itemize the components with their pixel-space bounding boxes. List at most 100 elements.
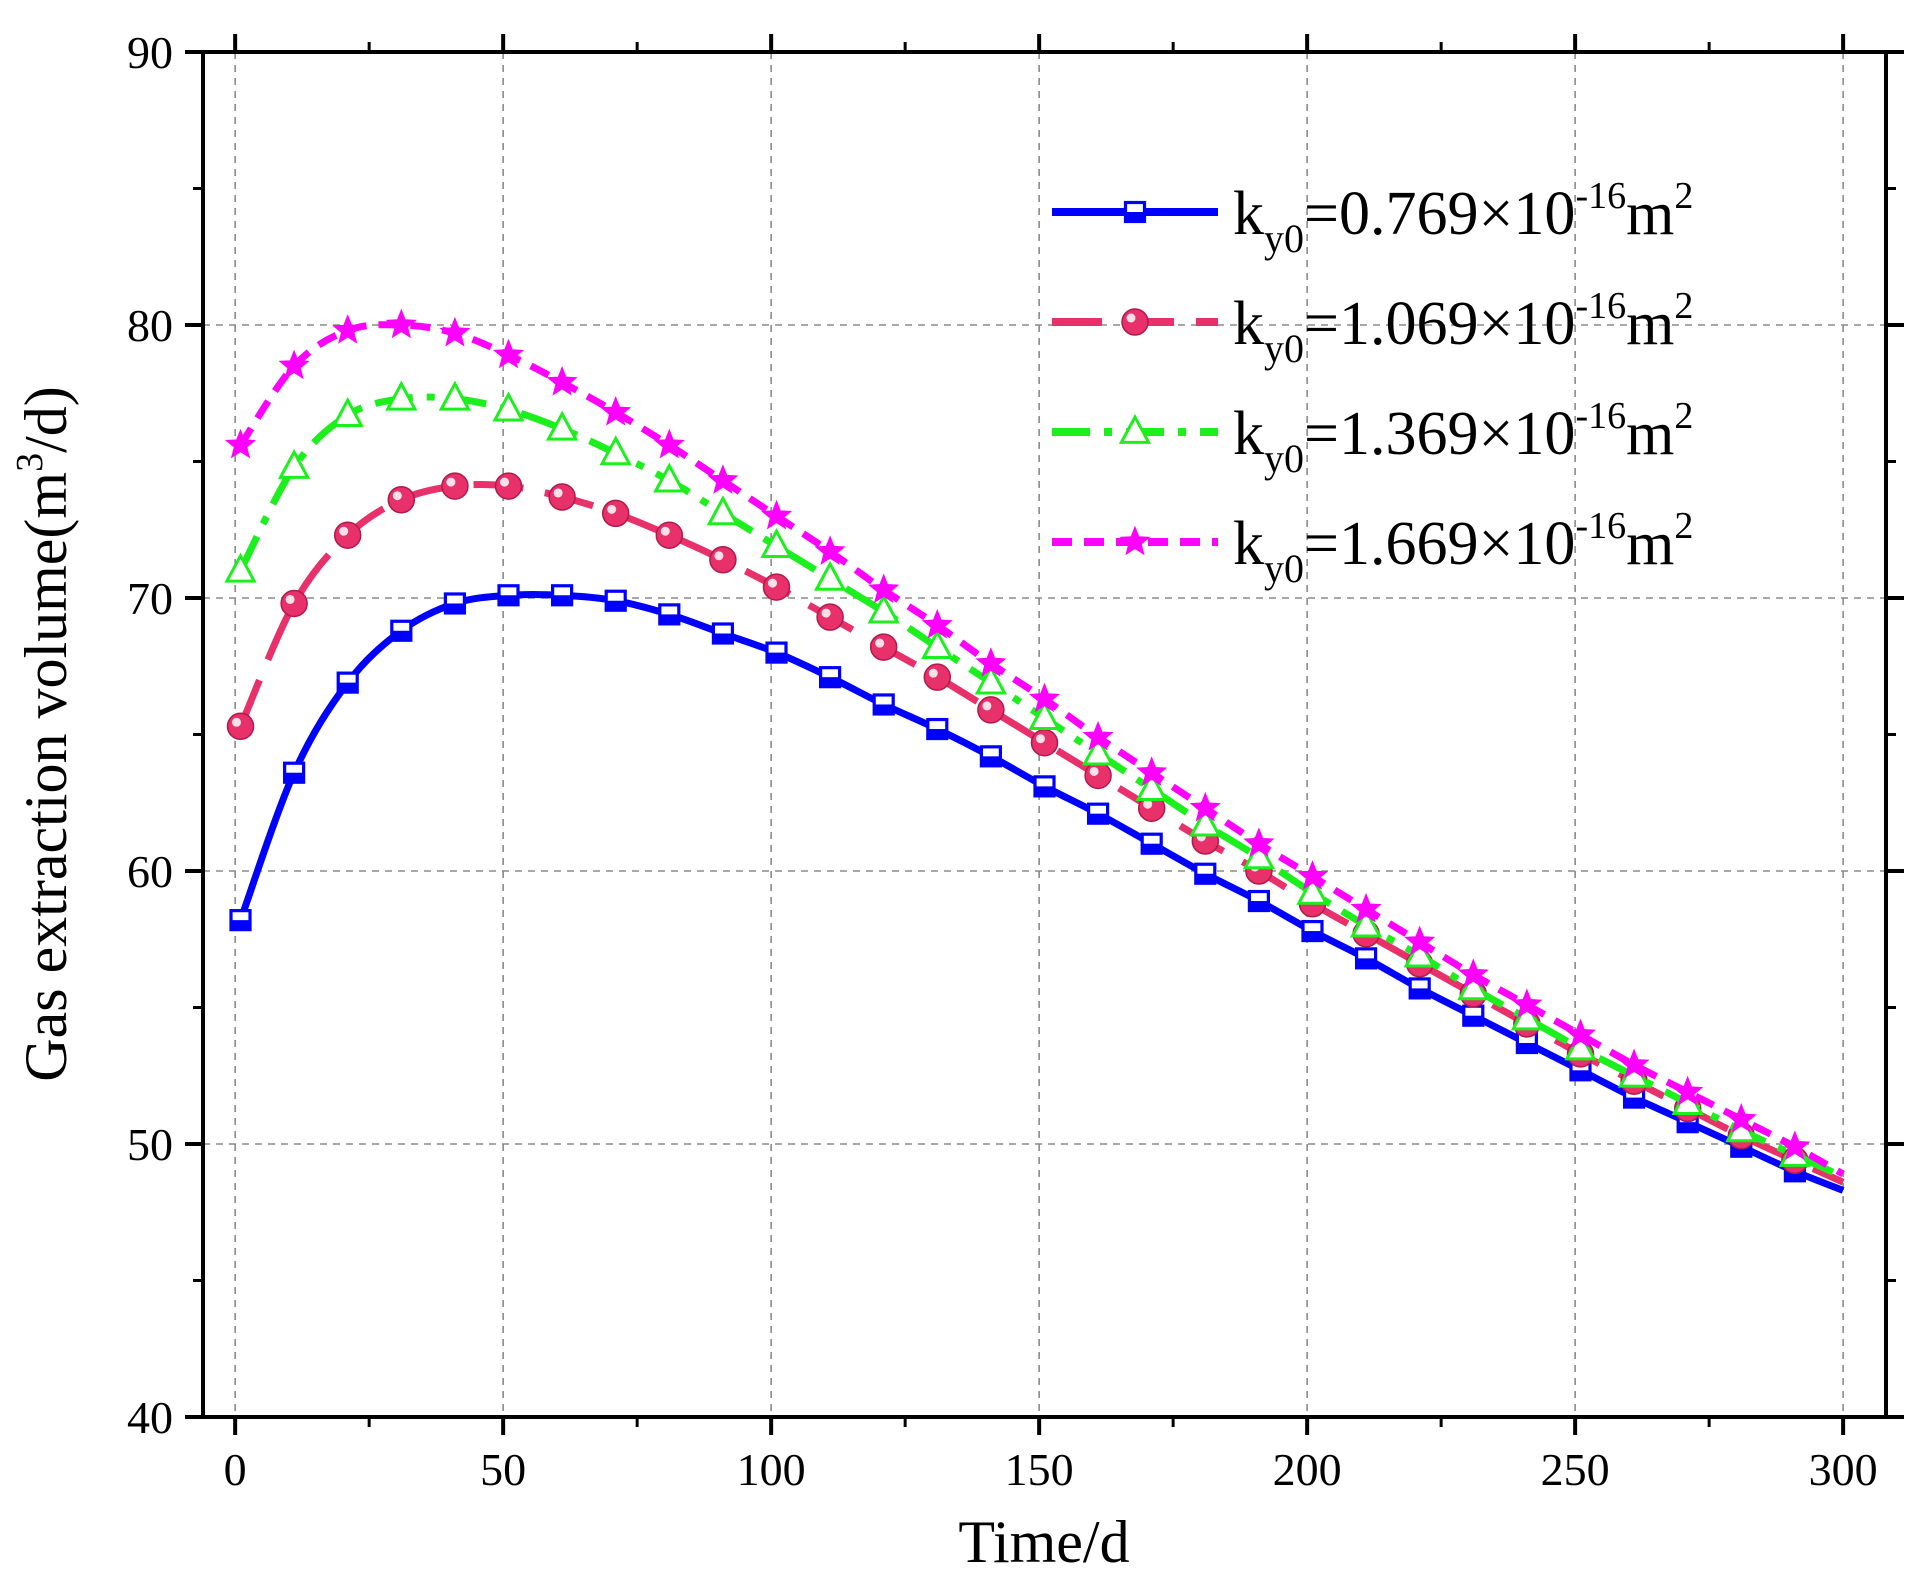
data-point <box>923 663 952 691</box>
data-point <box>336 671 359 694</box>
marker-circle <box>494 472 523 500</box>
legend-marker <box>1118 413 1152 444</box>
data-point <box>762 573 791 601</box>
x-tick-label: 200 <box>1273 1444 1342 1495</box>
data-point <box>1404 925 1436 956</box>
marker-triangle <box>438 380 472 411</box>
data-point <box>1030 728 1059 757</box>
legend-label-sub: y0 <box>1264 216 1304 261</box>
marker-square-fill <box>1463 1015 1483 1026</box>
marker-triangle <box>1028 700 1061 731</box>
y-axis-title-sup: 3 <box>9 453 51 472</box>
data-point <box>497 584 520 607</box>
marker-square-fill <box>445 603 465 613</box>
marker-triangle <box>331 396 364 427</box>
series-4 <box>224 308 1845 1178</box>
data-point <box>655 521 684 549</box>
marker-circle <box>923 663 952 691</box>
marker-square-fill <box>499 595 519 605</box>
marker-square-fill <box>1410 988 1430 998</box>
y-axis-title: Gas extraction volume(m3/d) <box>9 386 79 1081</box>
marker-triangle <box>813 560 847 591</box>
legend-label-sup2: 2 <box>1674 285 1693 327</box>
marker-square-fill <box>1624 1097 1644 1108</box>
data-point <box>277 448 311 479</box>
legend-label-sup2: 2 <box>1674 395 1693 437</box>
marker-star <box>546 365 578 396</box>
y-tick-label: 70 <box>127 573 173 624</box>
data-point <box>599 435 632 466</box>
data-point <box>332 314 364 344</box>
marker-triangle <box>1189 806 1222 837</box>
data-point <box>224 428 257 459</box>
data-point <box>975 647 1007 677</box>
marker-highlight <box>500 477 510 487</box>
marker-star <box>921 608 953 639</box>
x-tick-label: 150 <box>1005 1444 1074 1495</box>
marker-star <box>439 316 471 347</box>
y-axis-title-tail: /d) <box>13 386 79 453</box>
marker-square-fill <box>231 920 251 930</box>
legend-label-k: k <box>1233 400 1264 468</box>
y-tick-label: 40 <box>127 1392 173 1443</box>
series-1 <box>229 584 1845 1194</box>
marker-highlight <box>1126 313 1136 323</box>
marker-highlight <box>1089 766 1099 776</box>
marker-square-fill <box>1356 958 1376 968</box>
data-point <box>229 909 252 932</box>
marker-star <box>1618 1048 1650 1079</box>
marker-star <box>1564 1018 1597 1049</box>
x-tick-label: 0 <box>224 1444 247 1495</box>
data-point <box>604 589 627 612</box>
plot-area <box>224 308 1845 1194</box>
marker-star <box>600 395 632 426</box>
marker-triangle <box>1296 874 1329 905</box>
marker-star <box>760 499 793 530</box>
marker-star <box>1404 925 1436 956</box>
marker-square-fill <box>659 614 679 624</box>
data-point <box>1511 988 1543 1019</box>
marker-square-fill <box>713 633 733 643</box>
legend-label-sup1: -16 <box>1575 285 1626 327</box>
marker-square-fill <box>820 677 840 687</box>
marker-square-fill <box>1195 873 1215 884</box>
y-tick-label: 60 <box>127 846 173 897</box>
data-point <box>926 717 949 741</box>
marker-triangle <box>385 380 418 411</box>
data-point <box>1135 770 1168 801</box>
data-point <box>1618 1048 1650 1079</box>
grid-lines <box>203 52 1886 1417</box>
data-point <box>1301 919 1324 943</box>
legend-label-sub: y0 <box>1264 436 1304 481</box>
legend-item-4: ky0=1.669×10-16m2 <box>1052 505 1693 591</box>
marker-circle <box>441 472 469 500</box>
y-axis-title-main: Gas extraction volume(m <box>13 472 79 1082</box>
legend-label: ky0=1.069×10-16m2 <box>1233 285 1693 371</box>
data-point <box>979 745 1003 768</box>
data-point <box>1296 874 1329 905</box>
data-point <box>224 552 257 583</box>
marker-highlight <box>232 717 242 727</box>
marker-star <box>868 573 900 604</box>
legend-label-sup1: -16 <box>1575 395 1626 437</box>
data-point <box>1140 832 1163 855</box>
marker-star <box>278 349 310 380</box>
marker-highlight <box>768 578 778 588</box>
y-tick-label: 90 <box>127 27 173 78</box>
marker-triangle <box>653 462 686 493</box>
marker-triangle <box>545 410 579 441</box>
data-point <box>1564 1018 1597 1049</box>
marker-star <box>332 314 364 344</box>
data-point <box>280 589 308 618</box>
marker-square-fill <box>1731 1146 1751 1157</box>
x-axis-title: Time/d <box>958 1509 1129 1575</box>
marker-highlight <box>607 504 617 514</box>
data-point <box>387 485 416 514</box>
series-3 <box>224 380 1845 1180</box>
legend: ky0=0.769×10-16m2ky0=1.069×10-16m2ky0=1.… <box>1052 175 1693 591</box>
marker-highlight <box>446 477 456 487</box>
data-point <box>1515 1031 1538 1055</box>
marker-square-fill <box>1088 813 1108 824</box>
marker-highlight <box>875 638 885 648</box>
